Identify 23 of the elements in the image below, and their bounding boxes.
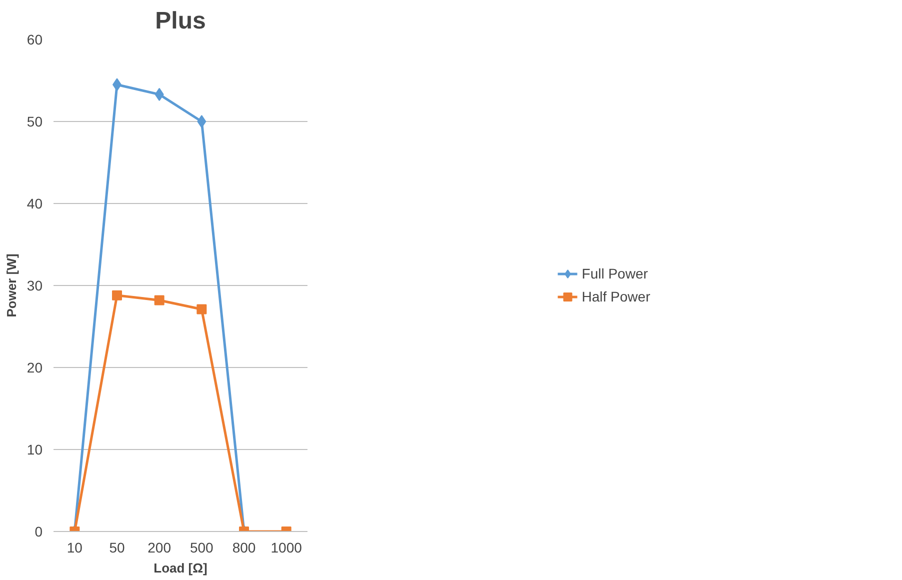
x-tick-label: 50 (109, 540, 125, 556)
x-tick-label: 200 (148, 540, 172, 556)
y-tick-label: 10 (26, 442, 43, 458)
x-tick-label: 1000 (270, 540, 302, 556)
x-tick-label: 500 (190, 540, 214, 556)
point (154, 88, 164, 101)
y-tick-label: 20 (26, 360, 43, 376)
y-tick-label: 60 (26, 32, 43, 48)
point (154, 295, 164, 306)
point (112, 290, 122, 300)
x-tick-label: 800 (232, 540, 256, 556)
point (196, 304, 207, 314)
y-axis-title: Power [W] (4, 254, 19, 318)
x-axis-title: Load [Ω] (154, 560, 208, 576)
y-tick-label: 30 (26, 278, 43, 294)
point (197, 115, 206, 128)
y-tick-label: 40 (26, 196, 43, 212)
chart-title: Plus (155, 8, 206, 34)
legend-label: Full Power (582, 266, 648, 282)
y-tick-label: 50 (26, 114, 43, 130)
x-tick-label: 10 (66, 540, 83, 556)
y-tick-label: 0 (34, 524, 43, 540)
legend-label: Half Power (582, 288, 650, 304)
